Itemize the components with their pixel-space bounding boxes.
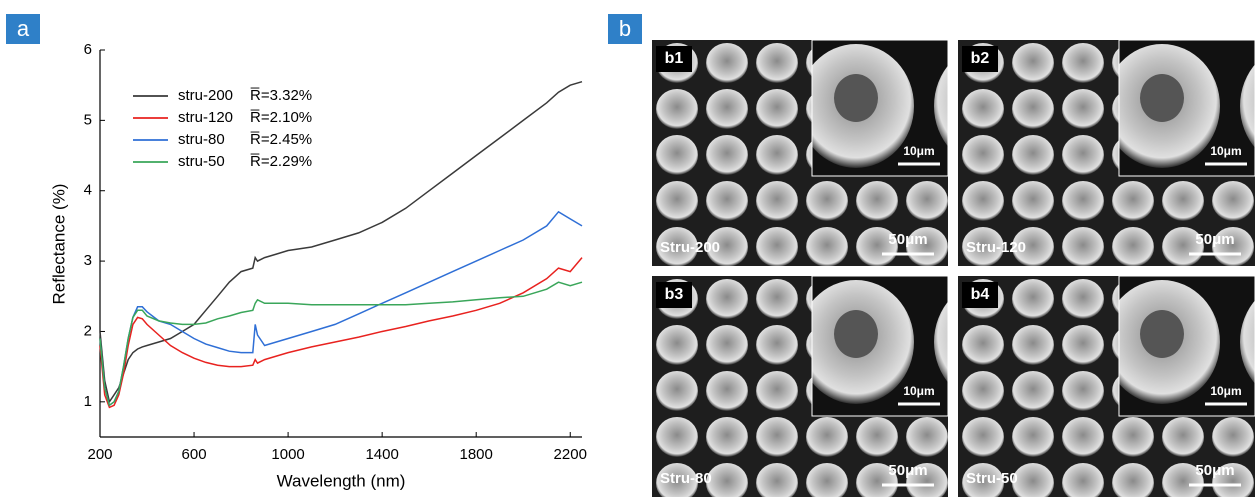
y-axis-label: Reflectance (%) (49, 184, 68, 305)
y-tick-label: 4 (84, 182, 92, 199)
inset-scale-label: 10μm (1210, 144, 1241, 158)
sem-image: 10μm b1 Stru-200 50μm (652, 39, 949, 266)
image-tag: b2 (971, 50, 990, 67)
x-tick-label: 2200 (554, 446, 587, 463)
y-tick-label: 3 (84, 252, 92, 269)
image-tag: b1 (665, 50, 684, 67)
x-tick-label: 1000 (271, 446, 304, 463)
sem-inset (1118, 39, 1255, 177)
legend-note: R̅=2.29% (250, 153, 312, 170)
legend-note: R̅=2.45% (250, 131, 312, 148)
inset-scale-label: 10μm (903, 144, 934, 158)
sem-image: 10μm b3 Stru-80 50μm (652, 275, 949, 497)
y-tick-label: 5 (84, 111, 92, 128)
y-tick-label: 2 (84, 322, 92, 339)
tag-box (656, 46, 692, 72)
tag-box (656, 282, 692, 308)
sample-label: Stru-80 (660, 470, 712, 487)
scale-label: 50μm (1195, 462, 1234, 479)
legend-label: stru-120 (178, 109, 233, 126)
series-line (99, 210, 583, 407)
inset-scale-label: 10μm (903, 384, 934, 398)
panel-label-box (608, 14, 642, 44)
scale-label: 50μm (888, 462, 927, 479)
panel-label: a (17, 16, 30, 41)
series-line (99, 281, 583, 407)
x-tick-label: 1800 (460, 446, 493, 463)
sample-label: Stru-200 (660, 239, 720, 256)
series-line (99, 80, 583, 404)
series-line (99, 257, 583, 409)
tag-box (962, 282, 998, 308)
y-tick-label: 6 (84, 41, 92, 58)
panel-label-box (6, 14, 40, 44)
image-tag: b3 (665, 286, 684, 303)
legend-label: stru-80 (178, 131, 225, 148)
legend-note: R̅=3.32% (250, 87, 312, 104)
scale-label: 50μm (1195, 231, 1234, 248)
sample-label: Stru-120 (966, 239, 1026, 256)
sem-image: 10μm b2 Stru-120 50μm (958, 39, 1255, 266)
x-tick-label: 200 (87, 446, 112, 463)
sem-inset (1118, 275, 1255, 417)
image-tag: b4 (971, 286, 990, 303)
legend-label: stru-50 (178, 153, 225, 170)
sem-inset (811, 275, 949, 417)
panel-label: b (619, 16, 631, 41)
legend-label: stru-200 (178, 87, 233, 104)
tag-box (962, 46, 998, 72)
sample-label: Stru-50 (966, 470, 1018, 487)
y-tick-label: 1 (84, 393, 92, 410)
x-tick-label: 600 (182, 446, 207, 463)
x-tick-label: 1400 (365, 446, 398, 463)
sem-inset (811, 39, 949, 177)
scale-label: 50μm (888, 231, 927, 248)
inset-scale-label: 10μm (1210, 384, 1241, 398)
sem-image: 10μm b4 Stru-50 50μm (958, 275, 1255, 497)
legend-note: R̅=2.10% (250, 109, 312, 126)
x-axis-label: Wavelength (nm) (277, 471, 406, 490)
